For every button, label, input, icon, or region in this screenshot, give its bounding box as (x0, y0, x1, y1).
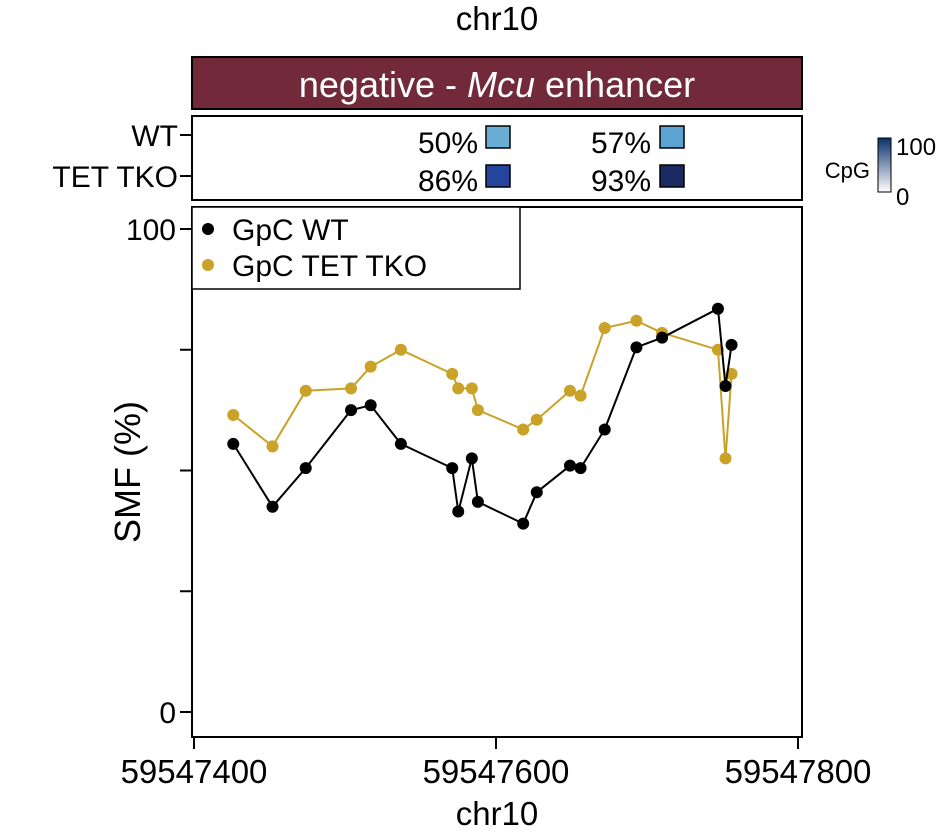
cpg-panel: WT TET TKO 50% 57% 86% 93% (52, 115, 803, 201)
data-point-gpc-wt (530, 486, 543, 499)
region-label-prefix: negative - (299, 64, 467, 105)
data-point-gpc-wt (452, 505, 465, 518)
legend: GpC WT GpC TET TKO (191, 206, 521, 290)
cpg-colorbar: CpG 100 0 (825, 134, 936, 211)
data-point-gpc-tet-tko (598, 322, 611, 335)
cpg-cell-square (485, 164, 511, 188)
region-label-gene: Mcu (467, 64, 535, 105)
data-point-gpc-tet-tko (452, 382, 465, 395)
region-label: negative - Mcu enhancer (299, 64, 695, 105)
data-point-gpc-wt (266, 500, 279, 513)
data-point-gpc-wt (598, 423, 611, 436)
region-banner (191, 56, 803, 110)
data-point-gpc-wt (465, 452, 478, 465)
data-point-gpc-wt (394, 437, 407, 450)
cpg-cell-label: 86% (418, 165, 478, 198)
data-point-gpc-wt (711, 302, 724, 315)
cpg-cell-label: 57% (591, 127, 651, 160)
cpg-cell-label: 50% (418, 127, 478, 160)
data-point-gpc-wt (446, 462, 459, 475)
legend-label-gpc-tet-tko: GpC TET TKO (232, 250, 427, 283)
x-axis-label: chr10 (456, 795, 539, 832)
data-point-gpc-tet-tko (446, 367, 459, 380)
y-axis-label: SMF (%) (107, 401, 148, 543)
chart-title: chr10 (456, 0, 539, 37)
main-plot: 0 100 59547400 59547600 59547800 GpC WT GpC… (107, 206, 872, 832)
y-tick-label: 0 (159, 697, 176, 730)
data-point-gpc-tet-tko (574, 389, 587, 402)
data-point-gpc-wt (471, 495, 484, 508)
data-point-gpc-tet-tko (465, 382, 478, 395)
data-point-gpc-tet-tko (227, 408, 240, 421)
x-tick-label: 59547800 (725, 753, 872, 790)
data-point-gpc-wt (725, 338, 738, 351)
data-point-gpc-wt (345, 404, 358, 417)
data-point-gpc-tet-tko (563, 384, 576, 397)
colorbar-min-label: 0 (896, 184, 909, 211)
y-tick-label: 100 (126, 214, 176, 247)
data-point-gpc-wt (227, 437, 240, 450)
cpg-row-label-wt: WT (131, 120, 178, 153)
data-point-gpc-tet-tko (345, 382, 358, 395)
data-point-gpc-tet-tko (530, 413, 543, 426)
data-point-gpc-tet-tko (471, 404, 484, 417)
data-point-gpc-tet-tko (517, 423, 530, 436)
legend-label-gpc-wt: GpC WT (232, 214, 349, 247)
data-point-gpc-tet-tko (719, 452, 732, 465)
data-point-gpc-wt (299, 462, 312, 475)
data-point-gpc-tet-tko (394, 343, 407, 356)
x-tick-label: 59547600 (423, 753, 570, 790)
colorbar-label: CpG (825, 158, 870, 183)
region-label-suffix: enhancer (535, 64, 695, 105)
legend-marker-gpc-tet-tko (202, 259, 214, 271)
x-tick-label: 59547400 (121, 753, 268, 790)
data-point-gpc-wt (630, 341, 643, 354)
data-point-gpc-wt (517, 517, 530, 530)
cpg-cell-square (485, 125, 511, 149)
data-point-gpc-tet-tko (299, 384, 312, 397)
data-point-gpc-tet-tko (266, 440, 279, 453)
colorbar-max-label: 100 (896, 134, 936, 161)
colorbar-gradient (877, 137, 892, 193)
y-axis: 0 100 (126, 214, 192, 730)
legend-box (191, 206, 521, 290)
legend-marker-gpc-wt (202, 223, 214, 235)
x-axis: 59547400 59547600 59547800 (121, 737, 872, 790)
series-line-gpc-wt (232, 307, 733, 525)
cpg-panel-frame (191, 115, 803, 201)
data-point-gpc-tet-tko (364, 360, 377, 373)
cpg-cell-square (659, 164, 685, 188)
data-point-gpc-wt (563, 459, 576, 472)
cpg-cell-label: 93% (591, 165, 651, 198)
data-point-gpc-wt (574, 462, 587, 475)
data-point-gpc-wt (656, 331, 669, 344)
data-point-gpc-tet-tko (630, 314, 643, 327)
cpg-cell-square (659, 125, 685, 149)
cpg-row-label-tko: TET TKO (52, 161, 178, 194)
data-point-gpc-wt (364, 399, 377, 412)
data-point-gpc-wt (719, 379, 732, 392)
series-layer (227, 302, 738, 530)
